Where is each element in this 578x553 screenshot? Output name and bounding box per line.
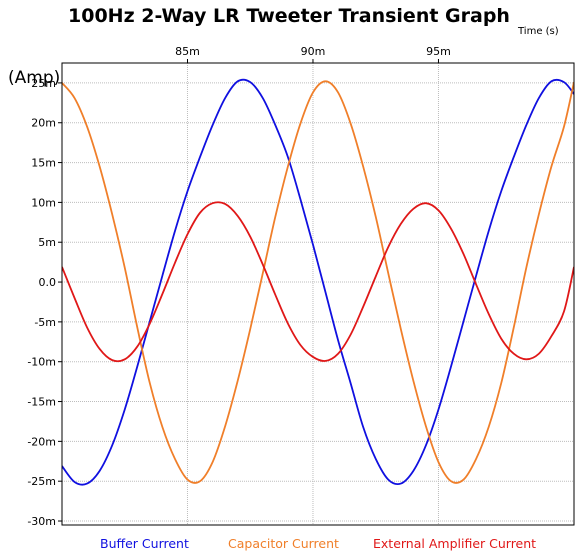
y-tick-label: 5m [38,236,56,249]
y-tick-label: -30m [27,515,56,528]
x-axis-unit-label: Time (s) [518,26,559,37]
y-tick-label: -5m [34,316,56,329]
y-axis-label: (Amp) [8,68,61,88]
series-line-external-amplifier-current [62,201,574,363]
series-line-capacitor-current [62,80,574,484]
y-tick-label: -10m [27,356,56,369]
legend-item: Capacitor Current [228,536,339,551]
plot-frame [61,62,575,526]
y-tick-label: 15m [31,157,56,170]
y-tick-label: -25m [27,475,56,488]
chart-title: 100Hz 2-Way LR Tweeter Transient Graph [68,5,510,27]
y-tick-label: -20m [27,435,56,448]
legend-item: External Amplifier Current [373,536,537,551]
x-tick-label: 95m [426,45,451,58]
y-tick-label: 25m [31,77,56,90]
legend-item: Buffer Current [100,536,189,551]
x-tick-label: 85m [175,45,200,58]
y-tick-label: 20m [31,117,56,130]
y-tick-label: -15m [27,396,56,409]
y-tick-label: 10m [31,196,56,209]
y-tick-label: 0.0 [39,276,57,289]
x-tick-label: 90m [301,45,326,58]
